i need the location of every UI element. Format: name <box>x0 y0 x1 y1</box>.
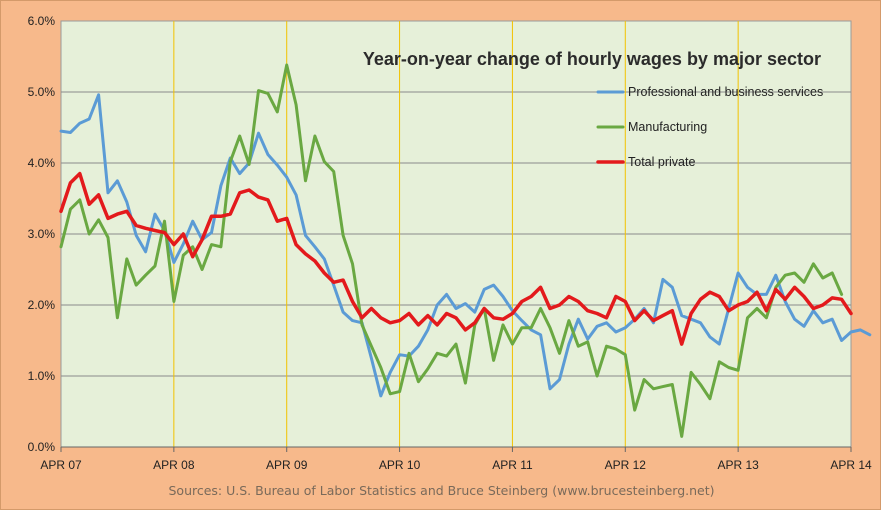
y-tick-label: 6.0% <box>28 14 56 28</box>
y-tick-label: 2.0% <box>28 298 56 312</box>
x-tick-label: APR 09 <box>266 458 308 472</box>
legend-label-3: Total private <box>628 155 695 169</box>
y-tick-label: 1.0% <box>28 369 56 383</box>
series-line-1 <box>59 93 872 398</box>
source-note: Sources: U.S. Bureau of Labor Statistics… <box>168 483 715 498</box>
x-tick-label: APR 07 <box>40 458 82 472</box>
series-line-2 <box>59 63 844 438</box>
legend-label-2: Manufacturing <box>628 120 707 134</box>
legend: Professional and business services Manufa… <box>596 85 823 169</box>
legend-label-1: Professional and business services <box>628 85 823 99</box>
x-tick-label: APR 14 <box>830 458 872 472</box>
x-tick-label: APR 11 <box>492 458 533 472</box>
x-tick-label: APR 12 <box>605 458 647 472</box>
y-tick-label: 3.0% <box>28 227 56 241</box>
y-tick-label: 4.0% <box>28 156 56 170</box>
series-line-3 <box>59 171 853 346</box>
x-tick-label: APR 08 <box>153 458 195 472</box>
x-tick-label: APR 13 <box>717 458 759 472</box>
y-tick-label: 0.0% <box>28 440 56 454</box>
line-chart: 0.0% 1.0% 2.0% 3.0% 4.0% 5.0% 6.0% APR 07 APR 08… <box>28 14 872 472</box>
y-tick-label: 5.0% <box>28 85 56 99</box>
chart-title: Year-on-year change of hourly wages by m… <box>363 49 821 69</box>
x-tick-label: APR 10 <box>379 458 421 472</box>
